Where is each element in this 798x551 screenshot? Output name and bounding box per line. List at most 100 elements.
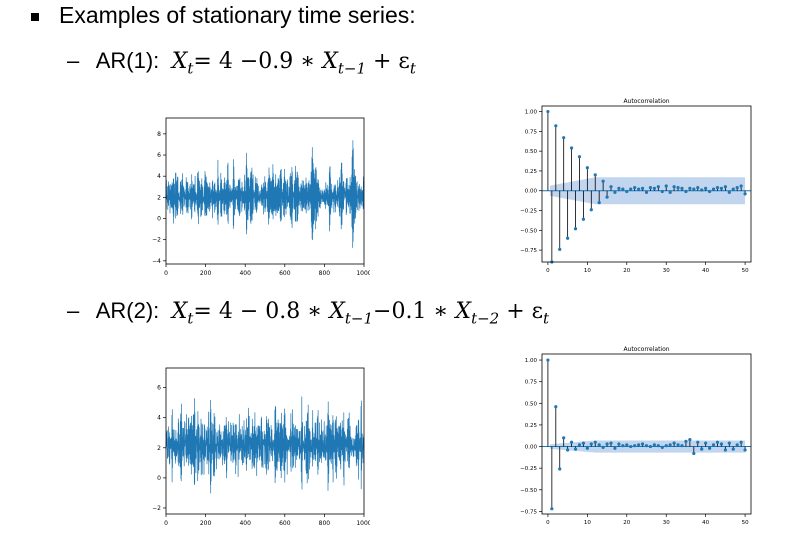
y-tick-label: 0.25 <box>525 423 538 429</box>
y-tick-label: 8 <box>157 131 161 138</box>
acf-point <box>664 184 668 188</box>
ar1-equation: Xt= 4 −0.9 ∗ Xt−1 + εt <box>171 49 416 78</box>
y-tick-label: −2 <box>152 237 161 244</box>
ar1-label: AR(1): <box>95 48 160 73</box>
y-tick-label: 4 <box>157 415 161 422</box>
acf-point <box>609 441 613 445</box>
y-tick-label: 6 <box>157 385 161 392</box>
acf-point <box>700 188 704 192</box>
acf-point <box>558 467 562 471</box>
acf-point <box>566 448 570 452</box>
acf-point <box>589 442 593 446</box>
acf-point <box>680 186 684 190</box>
acf-point <box>668 443 672 447</box>
x-tick-label: 600 <box>279 270 291 277</box>
x-tick-label: 0 <box>546 520 550 526</box>
x-tick-label: 800 <box>319 520 331 527</box>
y-tick-label: 0 <box>157 475 161 482</box>
acf-point <box>644 444 649 448</box>
acf-point <box>680 444 684 448</box>
y-tick-label: 6 <box>157 152 161 159</box>
y-tick-label: 0 <box>157 216 161 223</box>
series-line <box>165 396 365 494</box>
acf-point <box>546 358 550 362</box>
acf-point <box>613 190 617 194</box>
acf-point <box>692 451 696 456</box>
acf-point <box>704 186 708 190</box>
acf-point <box>735 185 739 190</box>
x-tick-label: 10 <box>584 520 591 526</box>
plot-frame <box>165 117 365 265</box>
acf-point <box>696 185 700 190</box>
x-tick-label: 0 <box>164 520 168 527</box>
dash-marker: – <box>67 298 80 323</box>
plot-frame <box>541 105 752 263</box>
acf-point <box>605 442 609 446</box>
acf-point <box>711 187 716 191</box>
x-tick-label: 800 <box>319 270 331 277</box>
acf-point <box>629 444 633 449</box>
acf-point <box>562 136 566 140</box>
x-tick-label: 400 <box>239 270 251 277</box>
y-tick-label: −0.50 <box>520 228 537 234</box>
y-tick-label: 1.00 <box>525 110 538 116</box>
y-tick-label: 4 <box>157 173 161 180</box>
acf-point <box>731 187 735 191</box>
ar1-line: – AR(1): Xt= 4 −0.9 ∗ Xt−1 + εt <box>67 48 416 77</box>
acf-point <box>672 441 676 445</box>
ar2-acf-chart: Autocorrelation 0 10 20 30 40 50 −0.75 −0.50 −0.2… <box>520 346 752 526</box>
acf-point <box>707 446 712 450</box>
acf-point <box>743 448 747 452</box>
acf-point <box>700 447 704 451</box>
acf-point <box>585 446 589 450</box>
acf-point <box>684 439 688 443</box>
x-tick-label: 40 <box>702 268 709 274</box>
plot-frame <box>541 353 752 515</box>
x-tick-label: 30 <box>663 268 670 274</box>
acf-point <box>629 187 633 191</box>
y-tick-label: −0.25 <box>520 466 537 472</box>
acf-point <box>723 448 727 452</box>
acf-point <box>597 443 601 447</box>
acf-point <box>652 186 656 190</box>
y-tick-label: −0.25 <box>520 209 537 215</box>
acf-point <box>739 184 743 188</box>
acf-point <box>566 236 570 240</box>
y-tick-label: 0.25 <box>525 169 538 175</box>
acf-point <box>554 124 558 128</box>
acf-point <box>664 444 668 448</box>
series-line <box>165 140 365 248</box>
x-tick-label: 600 <box>279 520 291 527</box>
acf-point <box>640 186 645 190</box>
y-tick-label: 0.50 <box>525 401 538 407</box>
acf-point <box>613 446 617 450</box>
acf-point <box>715 185 720 190</box>
x-tick-label: 20 <box>623 520 630 526</box>
acf-point <box>601 445 605 450</box>
y-tick-label: 0.00 <box>525 189 538 195</box>
bullet-square <box>31 13 39 21</box>
acf-point <box>633 444 637 448</box>
acf-point <box>688 438 692 442</box>
acf-point <box>715 440 720 444</box>
acf-point <box>648 185 653 190</box>
acf-point <box>644 190 649 194</box>
acf-point <box>743 192 747 196</box>
acf-point <box>660 445 664 450</box>
acf-point <box>589 208 593 212</box>
x-tick-label: 200 <box>200 270 212 277</box>
ar1-timeseries-chart: 0 200 400 600 800 1000 −4 −2 0 2 4 6 8 <box>152 117 370 277</box>
acf-point <box>597 201 601 205</box>
acf-point <box>550 507 554 511</box>
y-tick-label: 0.75 <box>525 129 538 135</box>
x-tick-label: 10 <box>584 268 591 274</box>
y-tick-label: 2 <box>157 445 161 452</box>
acf-title: Autocorrelation <box>623 346 669 353</box>
y-tick-label: 1.00 <box>525 358 538 364</box>
acf-point <box>577 155 582 159</box>
y-tick-label: −0.75 <box>520 509 537 515</box>
acf-point <box>625 443 629 447</box>
acf-point <box>558 247 562 251</box>
acf-point <box>609 185 613 189</box>
acf-point <box>668 190 672 194</box>
